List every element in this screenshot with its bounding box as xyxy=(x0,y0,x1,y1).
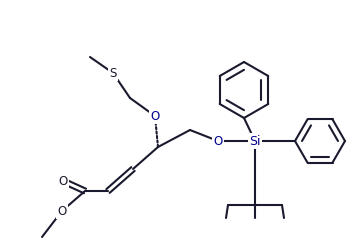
Text: O: O xyxy=(150,110,160,123)
Text: O: O xyxy=(57,204,67,217)
Text: S: S xyxy=(109,66,117,79)
Text: O: O xyxy=(58,175,68,187)
Text: O: O xyxy=(213,134,223,147)
Text: Si: Si xyxy=(249,134,261,147)
